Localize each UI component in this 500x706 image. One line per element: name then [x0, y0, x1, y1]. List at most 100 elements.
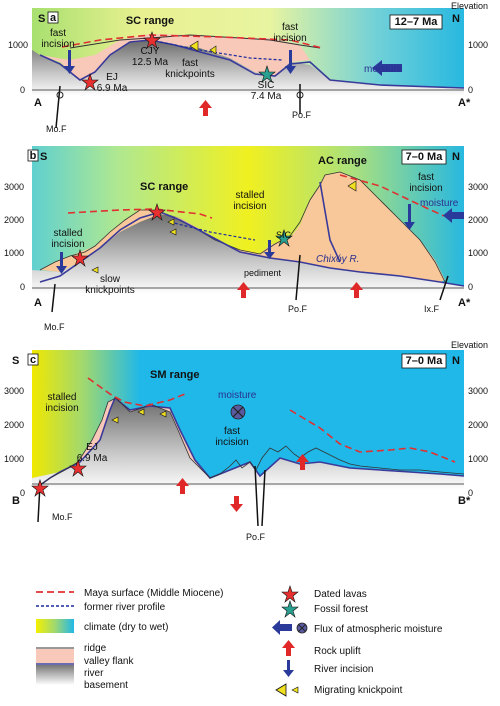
panel-b-ytick-1000-r: 1000	[468, 248, 488, 258]
legend-former-river-label: former river profile	[84, 602, 166, 613]
panel-a-ytick-1000-l: 1000	[8, 40, 28, 50]
legend-dated-lava-label: Dated lavas	[314, 589, 367, 600]
panel-a-knickpoint	[189, 40, 199, 52]
panel-b-former-river	[169, 221, 256, 241]
panel-c-ytick-1000-r: 1000	[468, 454, 488, 464]
legend: Maya surface (Middle Miocene) former riv…	[36, 585, 443, 697]
panel-a: a S N Elevation 12–7 Ma 1000 0 1000 0 SC…	[8, 1, 488, 134]
legend-flux-arrowhead	[272, 620, 280, 635]
legend-river-label: river	[84, 668, 104, 679]
panel-a-fault-symbol-r	[296, 91, 304, 99]
panel-a-range-label: SC range	[126, 15, 174, 27]
panel-b-ytick-3000-l: 3000	[4, 182, 24, 192]
legend-uplift-arrowhead	[282, 640, 295, 648]
panel-b-knickpoint-m	[167, 218, 175, 226]
panel-c-river	[35, 396, 465, 489]
legend-valley-flank-swatch	[36, 649, 74, 663]
panel-b-ridge	[39, 171, 446, 283]
panel-a-fast-knickpoints: fast knickpoints	[165, 58, 214, 80]
panel-b-moisture-arrow	[452, 212, 464, 219]
legend-knickpoint-small-icon	[291, 686, 299, 694]
panel-b-dated-lava	[71, 249, 89, 267]
legend-basement-swatch	[36, 665, 74, 685]
panel-c-letter: c	[30, 354, 36, 366]
panel-c-moisture-x-2	[232, 406, 244, 418]
panel-c-elevation-label: Elevation	[451, 340, 488, 350]
panel-a-uplift-arrow	[203, 108, 208, 116]
panel-c-maya-surface-r	[289, 409, 456, 463]
panel-c-stalled-incision: stalled incision	[45, 392, 78, 414]
panel-a-fault-mo-label: Mo.F	[46, 124, 67, 134]
panel-b-uplift-arrowhead-1	[237, 282, 250, 290]
legend-dated-lava-icon	[281, 585, 299, 603]
panel-c-ytick-3000-l: 3000	[4, 386, 24, 396]
legend-basement-label: basement	[84, 680, 128, 691]
panel-b-letter-box	[27, 149, 39, 162]
legend-flux-label: Flux of atmospheric moisture	[314, 624, 443, 635]
panel-b-river-n-branch	[319, 181, 341, 263]
panel-b-dated-lava-sc	[148, 203, 166, 221]
panel-b-south: S	[40, 151, 47, 163]
panel-c-maya-surface-l	[87, 377, 186, 407]
panel-b: b S N 7–0 Ma 3000 2000 1000 0 3000 2000 …	[4, 146, 488, 332]
legend-incision-arrowhead	[283, 670, 294, 677]
panel-a-south: S	[38, 13, 45, 25]
panel-c-knickpoint-1	[137, 408, 145, 416]
panel-b-fault-ix-label: Ix.F	[424, 304, 440, 314]
panel-b-valley-flank	[40, 172, 445, 282]
panel-a-fault-mo	[55, 85, 61, 129]
panel-a-fast-incision-right: fast incision	[273, 22, 306, 44]
panel-a-ej-label: EJ 6.9 Ma	[97, 72, 128, 94]
panel-b-letter: b	[30, 150, 37, 162]
legend-incision-label: River incision	[314, 664, 373, 675]
panel-b-basement	[32, 212, 464, 294]
panel-b-time: 7–0 Ma	[406, 151, 444, 163]
panel-a-incision-arrowhead-l	[64, 66, 75, 74]
panel-a-letter: a	[50, 12, 57, 24]
panel-b-ytick-2000-l: 2000	[4, 215, 24, 225]
panel-a-north: N	[452, 13, 460, 25]
legend-incision-arrow	[287, 660, 290, 670]
panel-b-sic: SIC	[276, 230, 292, 240]
panel-c-moisture-label: moisture	[218, 390, 257, 401]
panel-c-uplift-arrow-1	[180, 486, 185, 494]
panel-c-ytick-0-l: 0	[20, 488, 25, 498]
panel-b-incision-arrowhead-m	[264, 252, 275, 259]
panel-a-former-river	[159, 41, 283, 61]
panel-c-ytick-0-r: 0	[468, 488, 473, 498]
panel-b-river-name: Chixóy R.	[316, 254, 359, 265]
panel-c-range-sm: SM range	[150, 369, 200, 381]
panel-c-ytick-1000-l: 1000	[4, 454, 24, 464]
panel-a-cjy-label: CJY 12.5 Ma	[132, 46, 169, 68]
legend-flux-arrow	[280, 624, 292, 631]
panel-c: c S N Elevation 7–0 Ma 3000 2000 1000 0 …	[4, 340, 488, 542]
panel-c-end-left: B	[12, 495, 20, 507]
panel-c-knickpoint-2	[159, 410, 167, 418]
panel-c-fault-mo-label: Mo.F	[52, 512, 73, 522]
legend-uplift-label: Rock uplift	[314, 646, 361, 657]
panel-b-end-right: A*	[458, 297, 471, 309]
panel-a-end-left: A	[34, 97, 42, 109]
panel-c-north: N	[452, 355, 460, 367]
panel-b-uplift-arrow-2	[354, 290, 359, 298]
panel-c-end-right: B*	[458, 495, 471, 507]
panel-b-fault-po	[295, 254, 301, 301]
panel-a-ridge	[69, 34, 321, 49]
panel-a-maya-surface	[61, 34, 323, 49]
panel-c-fault-po-1	[254, 465, 259, 527]
panel-b-north: N	[452, 151, 460, 163]
panel-b-ytick-2000-r: 2000	[468, 215, 488, 225]
legend-fossil-forest-label: Fossil forest	[314, 604, 368, 615]
panel-c-letter-box	[27, 353, 39, 366]
panel-b-time-box	[401, 149, 447, 165]
panel-c-ytick-3000-r: 3000	[468, 386, 488, 396]
panel-c-ridge	[35, 397, 465, 489]
panel-b-maya-surface-sc	[67, 208, 213, 219]
panel-c-uplift-arrowhead-1	[176, 478, 189, 486]
panel-b-uplift-arrow-1	[241, 290, 246, 298]
panel-a-basement	[32, 40, 464, 96]
legend-fossil-forest-icon	[281, 600, 299, 618]
panel-a-dated-lava-ej	[81, 73, 99, 91]
panel-a-fossil-forest	[258, 65, 276, 83]
panel-c-uplift-arrow-2	[300, 462, 305, 470]
